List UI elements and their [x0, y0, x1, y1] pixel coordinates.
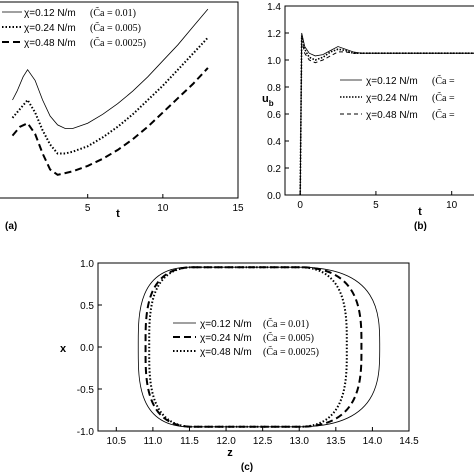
y-tick-label: 1.2	[267, 29, 281, 40]
legend-ca: (C̃a = 0.005)	[90, 21, 141, 34]
x-tick-label: 5	[85, 203, 91, 214]
series-line	[11, 67, 209, 176]
x-tick-label: 0	[297, 200, 303, 211]
x-tick-label: 14.5	[399, 436, 419, 447]
x-tick-label: 15	[232, 203, 244, 214]
x-tick-label: 13.5	[326, 436, 346, 447]
y-tick-label: 0.0	[267, 191, 281, 202]
panel-b: 0.0 0.2 0.4 0.6 0.8 1.0 1.2 1.4 0 5 10 χ=0.12 N/m (C…	[262, 2, 474, 232]
y-tick-label: 1.0	[267, 56, 281, 67]
y-tick-label: 0.5	[80, 301, 94, 312]
y-tick-label: -1.0	[77, 427, 95, 438]
legend-ca: (C̃a =	[432, 74, 455, 87]
x-axis-label: z	[227, 447, 233, 459]
y-tick-label: 0.0	[80, 343, 94, 354]
legend-label: χ=0.24 N/m	[200, 333, 252, 344]
y-axis-label: ub	[262, 93, 274, 108]
panel-label: (c)	[241, 462, 253, 473]
legend-ca: (C̃a = 0.01)	[90, 6, 136, 19]
x-tick-label: 14.0	[363, 436, 383, 447]
legend-ca: (C̃a = 0.0025)	[263, 345, 319, 358]
y-tick-label: 0.8	[267, 83, 281, 94]
series-line	[299, 35, 474, 196]
series-line	[12, 8, 209, 129]
panel-label: (a)	[5, 221, 17, 232]
legend-ca: (C̃a =	[432, 91, 455, 104]
legend-label: χ=0.24 N/m	[366, 93, 418, 104]
x-tick-label: 10	[157, 203, 169, 214]
y-tick-label: 1.0	[80, 259, 94, 270]
legend-ca: (C̃a = 0.01)	[263, 317, 309, 330]
series-line	[11, 36, 209, 155]
panel-a: 5 10 15 χ=0.12 N/m (C̃a = 0.01) χ=0.24 N/m (C̃…	[0, 1, 244, 232]
y-axis-label: x	[60, 343, 67, 355]
y-tick-label: 1.4	[267, 2, 281, 13]
legend-ca: (C̃a = 0.0025)	[90, 36, 146, 49]
y-tick-label: 0.2	[267, 164, 281, 175]
x-tick-label: 11.0	[144, 436, 163, 447]
x-tick-label: 12.0	[216, 436, 236, 447]
legend-ca: (C̃a = 0.005)	[263, 331, 314, 344]
x-tick-label: 10	[446, 200, 458, 211]
plot-frame	[284, 5, 474, 196]
x-axis-label: t	[418, 206, 422, 218]
legend-label: χ=0.48 N/m	[200, 347, 252, 358]
y-tick-label: 0.6	[267, 110, 281, 121]
y-tick-label: 0.4	[267, 137, 281, 148]
x-tick-label: 10.5	[107, 436, 127, 447]
x-axis-label: t	[116, 208, 120, 220]
legend-label: χ=0.48 N/m	[366, 110, 418, 121]
legend-label: χ=0.24 N/m	[24, 23, 76, 34]
panel-c: -1.0 -0.5 0.0 0.5 1.0 10.5 11.0 11.5 12.0 12.5 13.…	[60, 259, 419, 473]
x-tick-label: 11.5	[180, 436, 199, 447]
legend-label: χ=0.12 N/m	[24, 8, 76, 19]
series-line	[299, 39, 474, 196]
panel-label: (b)	[414, 221, 427, 232]
legend-label: χ=0.12 N/m	[366, 76, 418, 87]
x-tick-label: 12.5	[253, 436, 273, 447]
legend-label: χ=0.12 N/m	[200, 319, 252, 330]
bubble-outline	[148, 266, 348, 428]
legend-ca: (C̃a =	[432, 108, 455, 121]
y-tick-label: -0.5	[77, 385, 95, 396]
bubble-outline	[144, 266, 363, 428]
bubble-outline	[137, 266, 381, 428]
x-tick-label: 13.0	[290, 436, 310, 447]
x-tick-label: 5	[373, 200, 379, 211]
legend-label: χ=0.48 N/m	[24, 38, 76, 49]
